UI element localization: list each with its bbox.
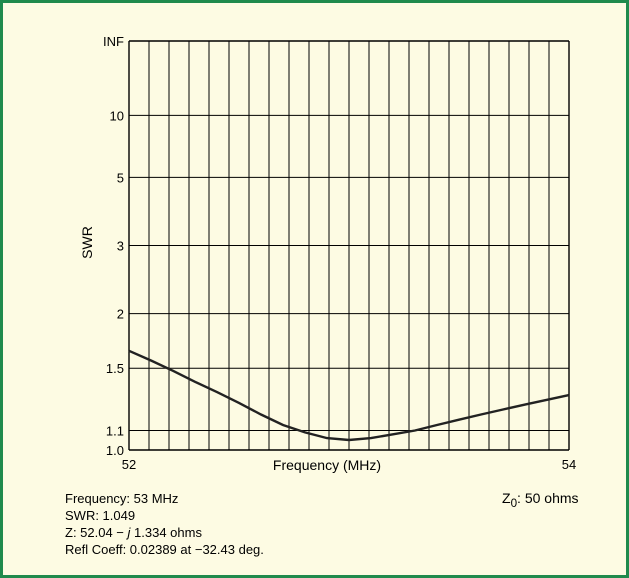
y-tick-label: 1.1 <box>106 424 124 439</box>
x-axis-label: Frequency (MHz) <box>273 457 381 473</box>
imaginary-unit: j <box>127 525 131 540</box>
grid-lines <box>128 40 570 451</box>
impedance-prefix: Z: 52.04 − <box>65 525 128 540</box>
impedance-suffix: 1.334 ohms <box>130 525 202 540</box>
y-tick-label: 1.0 <box>106 443 124 458</box>
z0-subscript: 0 <box>510 496 518 510</box>
y-tick-label: INF <box>103 34 124 49</box>
swr-chart: 1.0 1.1 1.5 2 3 5 10 INF 52 54 Frequency (MHz) SW… <box>79 34 576 473</box>
readout-panel: Frequency: 53 MHz SWR: 1.049 Z: 52.04 − … <box>65 490 264 558</box>
z0-symbol: Z <box>502 490 511 506</box>
y-tick-label: 5 <box>117 170 124 185</box>
swr-readout: SWR: 1.049 <box>65 508 136 523</box>
y-tick-label: 1.5 <box>106 361 124 376</box>
swr-curve-line <box>128 349 570 442</box>
impedance-readout: Z: 52.04 − j 1.334 ohms <box>65 524 264 541</box>
x-tick-label: 52 <box>122 457 136 472</box>
reference-impedance: Z0: 50 ohms <box>502 490 579 512</box>
z0-value: : 50 ohms <box>517 490 579 506</box>
reflection-coefficient-readout: Refl Coeff: 0.02389 at −32.43 deg. <box>65 542 264 557</box>
y-axis-label: SWR <box>79 226 95 259</box>
y-tick-label: 3 <box>117 239 124 254</box>
y-tick-label: 2 <box>117 307 124 322</box>
frequency-readout: Frequency: 53 MHz <box>65 491 179 506</box>
y-tick-label: 10 <box>110 108 124 123</box>
tick-labels: 1.0 1.1 1.5 2 3 5 10 INF 52 54 <box>103 34 576 472</box>
x-tick-label: 54 <box>562 457 576 472</box>
